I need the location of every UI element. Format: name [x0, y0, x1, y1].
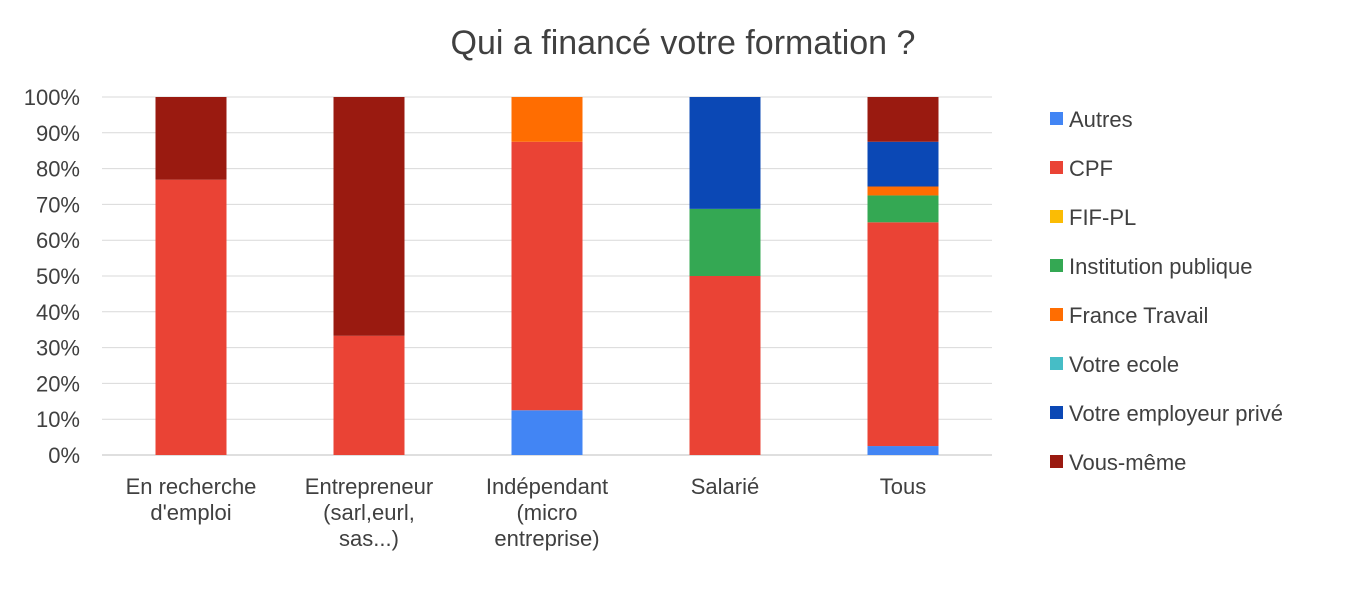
y-tick-label: 0% [48, 443, 80, 468]
bar-segment [333, 335, 405, 455]
bars [155, 97, 939, 455]
y-tick-label: 30% [36, 336, 80, 361]
y-axis-ticks: 0% 10% 20% 30% 40% 50% 60% 70% 80% 90% 100% [24, 85, 80, 468]
x-category-label: En recherche d'emploi [126, 474, 257, 525]
chart-title: Qui a financé votre formation ? [451, 24, 916, 62]
y-tick-label: 10% [36, 407, 80, 432]
bar-segment [689, 97, 761, 209]
x-category-label: Tous [880, 474, 926, 499]
y-tick-label: 20% [36, 371, 80, 396]
bar-segment [689, 276, 761, 455]
legend-label: Votre ecole [1069, 352, 1179, 377]
legend-swatch [1050, 308, 1063, 321]
bar-segment [867, 222, 939, 447]
y-tick-label: 100% [24, 85, 80, 110]
legend-swatch [1050, 455, 1063, 468]
legend-swatch [1050, 161, 1063, 174]
y-tick-label: 90% [36, 121, 80, 146]
bar-segment [155, 179, 227, 455]
legend-label: CPF [1069, 156, 1113, 181]
bar-segment [867, 97, 939, 142]
legend-label: Institution publique [1069, 254, 1252, 279]
legend-swatch [1050, 357, 1063, 370]
legend-label: France Travail [1069, 303, 1208, 328]
legend-swatch [1050, 112, 1063, 125]
legend-label: Autres [1069, 107, 1133, 132]
y-tick-label: 40% [36, 300, 80, 325]
x-axis-labels: En recherche d'emploi Entrepreneur (sarl,eu… [126, 474, 927, 551]
bar-segment [689, 208, 761, 276]
legend-label: Votre employeur privé [1069, 401, 1283, 426]
legend-label: FIF-PL [1069, 205, 1136, 230]
legend-swatch [1050, 406, 1063, 419]
bar-segment [867, 195, 939, 223]
legend-swatch [1050, 259, 1063, 272]
bar-segment [867, 141, 939, 187]
bar-segment [333, 97, 405, 336]
y-tick-label: 60% [36, 228, 80, 253]
y-tick-label: 70% [36, 192, 80, 217]
bar-segment [867, 186, 939, 196]
bar-segment [511, 410, 583, 455]
legend: Autres CPF FIF-PL Institution publique Franc… [1050, 107, 1283, 475]
x-category-label: Salarié [691, 474, 759, 499]
bar-segment [511, 97, 583, 142]
bar-segment [511, 141, 583, 411]
y-tick-label: 50% [36, 264, 80, 289]
y-tick-label: 80% [36, 157, 80, 182]
legend-label: Vous-même [1069, 450, 1186, 475]
x-category-label: Entrepreneur (sarl,eurl, sas...) [305, 474, 433, 551]
legend-swatch [1050, 210, 1063, 223]
bar-segment [155, 97, 227, 180]
x-category-label: Indépendant (micro entreprise) [486, 474, 608, 551]
bar-segment [867, 446, 939, 455]
